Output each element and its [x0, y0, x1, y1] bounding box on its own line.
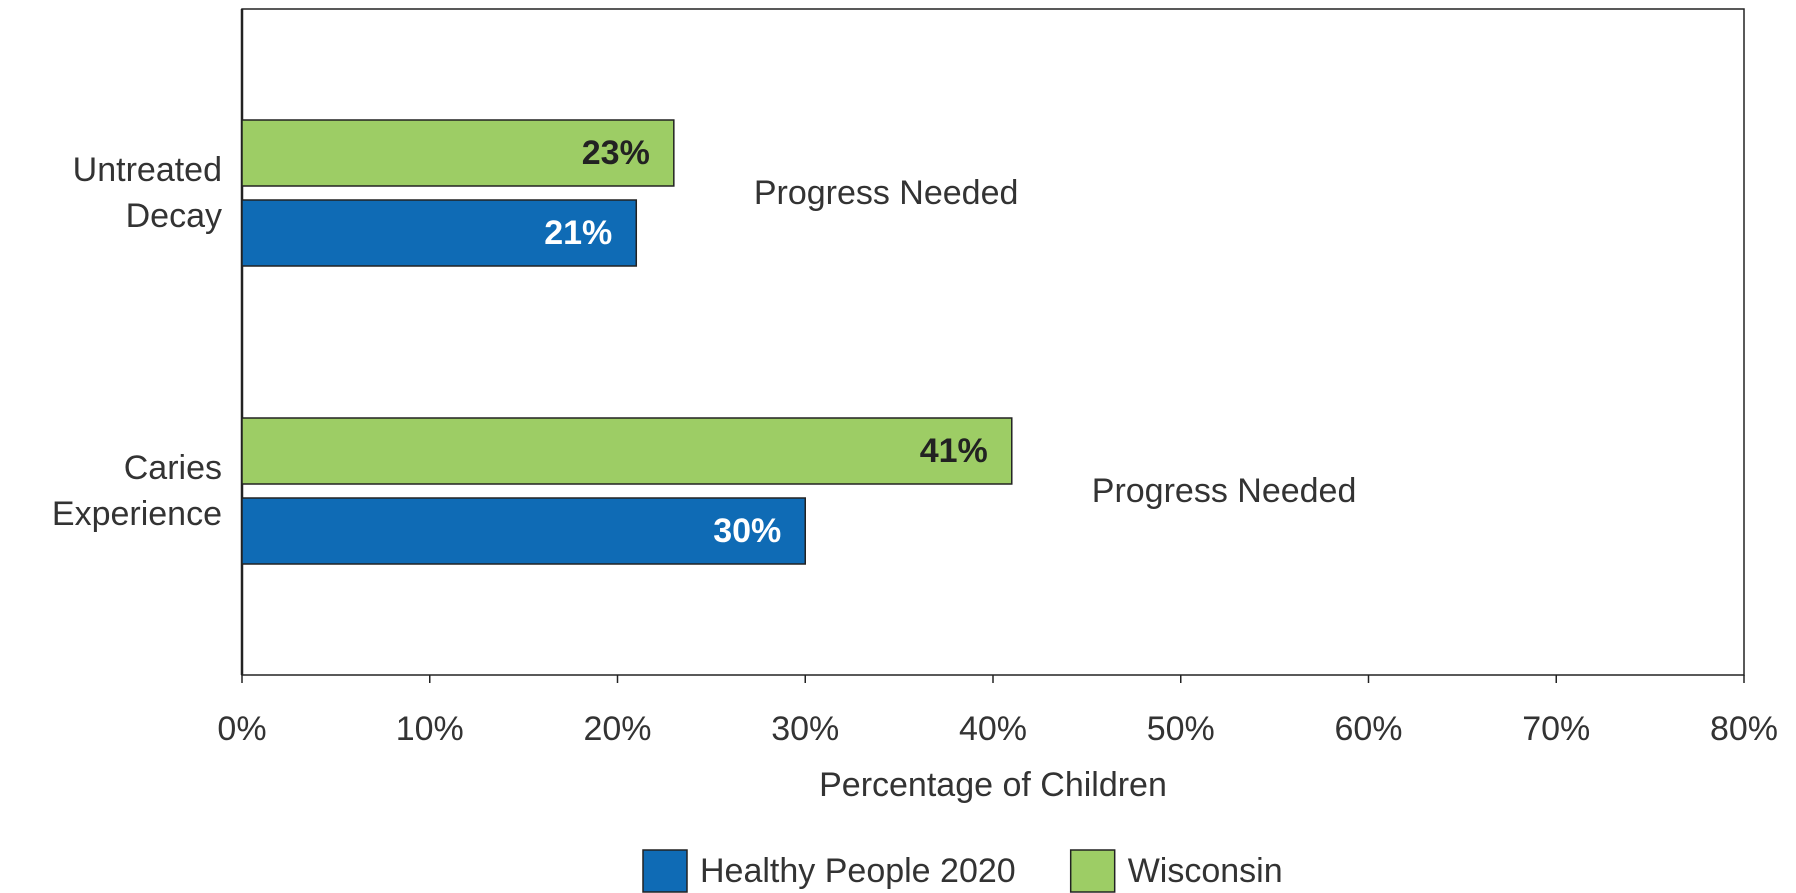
- legend-label: Wisconsin: [1128, 852, 1283, 890]
- legend-swatch: [1069, 849, 1116, 893]
- x-axis-title: Percentage of Children: [819, 766, 1167, 804]
- x-tick-label: 20%: [583, 710, 651, 748]
- data-label: 41%: [920, 432, 988, 470]
- x-tick-label: 30%: [771, 710, 839, 748]
- bar: [241, 119, 675, 187]
- y-tick-label: Caries Experience: [51, 449, 222, 533]
- data-label: 23%: [582, 134, 650, 172]
- x-tick-label: 40%: [959, 710, 1027, 748]
- y-tick-label: Untreated Decay: [72, 151, 222, 235]
- x-tick-label: 60%: [1334, 710, 1402, 748]
- data-label: 30%: [713, 512, 781, 550]
- legend-label: Healthy People 2020: [700, 852, 1016, 890]
- bar: [241, 417, 1013, 485]
- annotation: Progress Needed: [754, 174, 1019, 212]
- x-tick-label: 70%: [1522, 710, 1590, 748]
- x-tick-label: 50%: [1147, 710, 1215, 748]
- plot-frame: [241, 8, 1745, 676]
- data-label: 21%: [544, 214, 612, 252]
- x-tick-label: 10%: [396, 710, 464, 748]
- annotation: Progress Needed: [1092, 472, 1357, 510]
- bar: [241, 497, 806, 565]
- bar: [241, 199, 638, 267]
- legend-swatch: [642, 849, 688, 893]
- x-tick-label: 80%: [1710, 710, 1778, 748]
- x-tick-label: 0%: [217, 710, 266, 748]
